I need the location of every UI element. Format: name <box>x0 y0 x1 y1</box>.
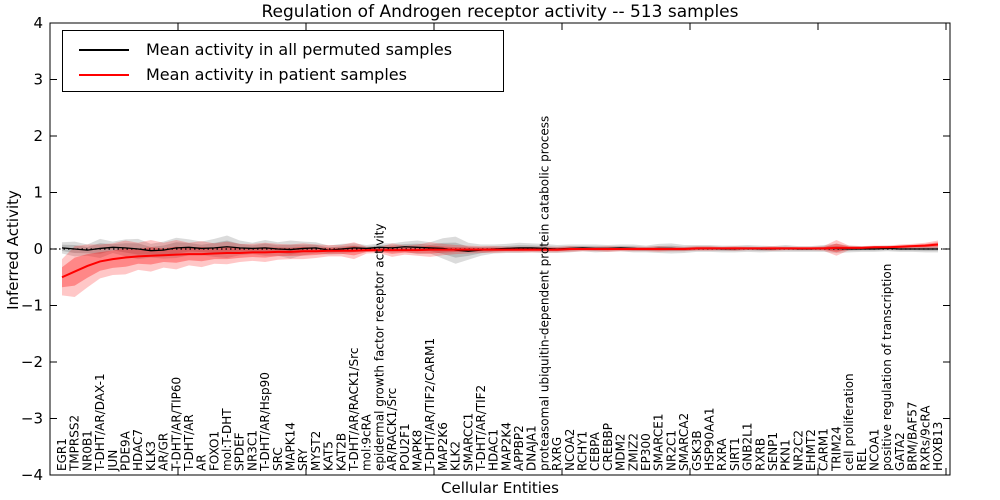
y-tick-label: 2 <box>33 127 43 145</box>
category-label: GATA2 <box>893 432 907 471</box>
category-label: T-DHT/AR/Hsp90 <box>258 372 272 472</box>
y-tick-label: 1 <box>33 184 43 202</box>
category-label: KAT2B <box>334 433 348 471</box>
legend-item-permuted: Mean activity in all permuted samples <box>79 37 503 62</box>
category-label: APPBP2 <box>512 425 526 471</box>
category-label: GSK3B <box>690 430 704 471</box>
category-label: DNAJA1 <box>525 425 539 471</box>
legend: Mean activity in all permuted samples Me… <box>62 30 504 92</box>
category-label: MDM2 <box>614 433 628 471</box>
category-label: SMARCE1 <box>652 413 666 471</box>
category-label: POU2F1 <box>398 423 412 471</box>
y-tick-label: 0 <box>33 240 43 258</box>
category-label: T-DHT/AR/TIF2/CARM1 <box>423 338 437 472</box>
category-label: HSP90AA1 <box>702 407 716 471</box>
category-label: HOXB13 <box>931 422 945 471</box>
category-label: NCOA1 <box>868 429 882 471</box>
category-label: CEBPA <box>588 431 602 471</box>
category-label: GNB2L1 <box>741 423 755 471</box>
category-label: KLK3 <box>144 441 158 471</box>
category-label: PKN1 <box>779 439 793 471</box>
patient-samples-range-band-inner <box>62 242 938 288</box>
category-label: mol:T-DHT <box>220 408 234 471</box>
category-label: REL <box>855 448 869 471</box>
category-label: NR2C1 <box>664 430 678 471</box>
y-tick-label: 4 <box>33 14 43 32</box>
category-label: SRY <box>296 448 310 471</box>
category-label: mol:9cRA <box>360 414 374 471</box>
category-label: epidermal growth factor receptor activit… <box>372 224 386 471</box>
category-label: MAPK8 <box>410 430 424 471</box>
category-label: AR <box>195 454 209 471</box>
category-label: T-DHT/AR/TIP60 <box>169 377 183 472</box>
category-label: MAPK14 <box>284 422 298 471</box>
category-label: T-DHT/AR/RACK1/Src <box>347 348 361 472</box>
category-label: SMARCA2 <box>677 413 691 471</box>
category-label: MYST2 <box>309 431 323 471</box>
category-label: SMARCC1 <box>461 413 475 471</box>
category-label: cell proliferation <box>842 373 856 471</box>
category-label: MAP2K6 <box>436 422 450 471</box>
category-label: RXRG <box>550 437 564 471</box>
category-label: NR3C1 <box>245 430 259 471</box>
y-tick-label: −4 <box>21 466 43 484</box>
category-label: JUN <box>106 450 120 472</box>
y-tick-label: −2 <box>21 353 43 371</box>
patient-samples-range-band-outer <box>62 239 938 298</box>
category-label: RCHY1 <box>576 431 590 471</box>
category-label: SPDEF <box>233 432 247 471</box>
category-label: T-DHT/AR/DAX-1 <box>93 373 107 472</box>
legend-label-permuted: Mean activity in all permuted samples <box>146 39 453 59</box>
category-label: TMPRSS2 <box>68 415 82 472</box>
category-label: positive regulation of transcription <box>880 264 894 471</box>
category-label: T-DHT/AR/TIF2 <box>474 385 488 472</box>
legend-item-patient: Mean activity in patient samples <box>79 62 503 87</box>
y-tick-label: −3 <box>21 410 43 428</box>
category-label: KLK2 <box>449 441 463 471</box>
y-tick-label: −1 <box>21 297 43 315</box>
category-label: CREBBP <box>601 423 615 471</box>
permuted-line-swatch <box>79 48 129 51</box>
category-label: EHMT2 <box>804 429 818 471</box>
category-label: SIRT1 <box>728 437 742 471</box>
category-label: SENP1 <box>766 432 780 471</box>
category-label: KAT5 <box>322 441 336 471</box>
y-tick-label: 3 <box>33 71 43 89</box>
category-label: NR2C2 <box>791 430 805 471</box>
category-label: PDE9A <box>118 430 132 471</box>
category-label: HDAC1 <box>487 429 501 471</box>
category-label: EGR1 <box>55 438 69 471</box>
category-label: AR/GR <box>157 433 171 471</box>
category-label: BRM/BAF57 <box>906 401 920 471</box>
category-label: CARM1 <box>817 428 831 471</box>
category-label: ZMIZ2 <box>626 433 640 471</box>
legend-label-patient: Mean activity in patient samples <box>146 64 407 84</box>
category-label: NR0B1 <box>80 430 94 471</box>
chart-title: Regulation of Androgen receptor activity… <box>261 2 739 22</box>
category-label: T-DHT/AR <box>182 414 196 472</box>
category-label: NCOA2 <box>563 429 577 471</box>
category-label: EP300 <box>639 433 653 471</box>
category-label: HDAC7 <box>131 429 145 471</box>
category-label: MAP2K4 <box>499 422 513 471</box>
category-label: SRC <box>271 447 285 471</box>
category-label: RXRA <box>715 438 729 471</box>
category-label: AR/RACK1/Src <box>385 388 399 471</box>
category-label: FOXO1 <box>207 431 221 471</box>
x-axis-label: Cellular Entities <box>441 479 559 497</box>
patient-mean-line <box>61 243 939 279</box>
category-label: RXRB <box>753 438 767 471</box>
category-label: RXRs/9cRA <box>918 405 932 471</box>
category-label: proteasomal ubiquitin-dependent protein … <box>537 116 551 471</box>
patient-line-swatch <box>79 73 129 76</box>
category-label: TRIM24 <box>829 426 843 472</box>
